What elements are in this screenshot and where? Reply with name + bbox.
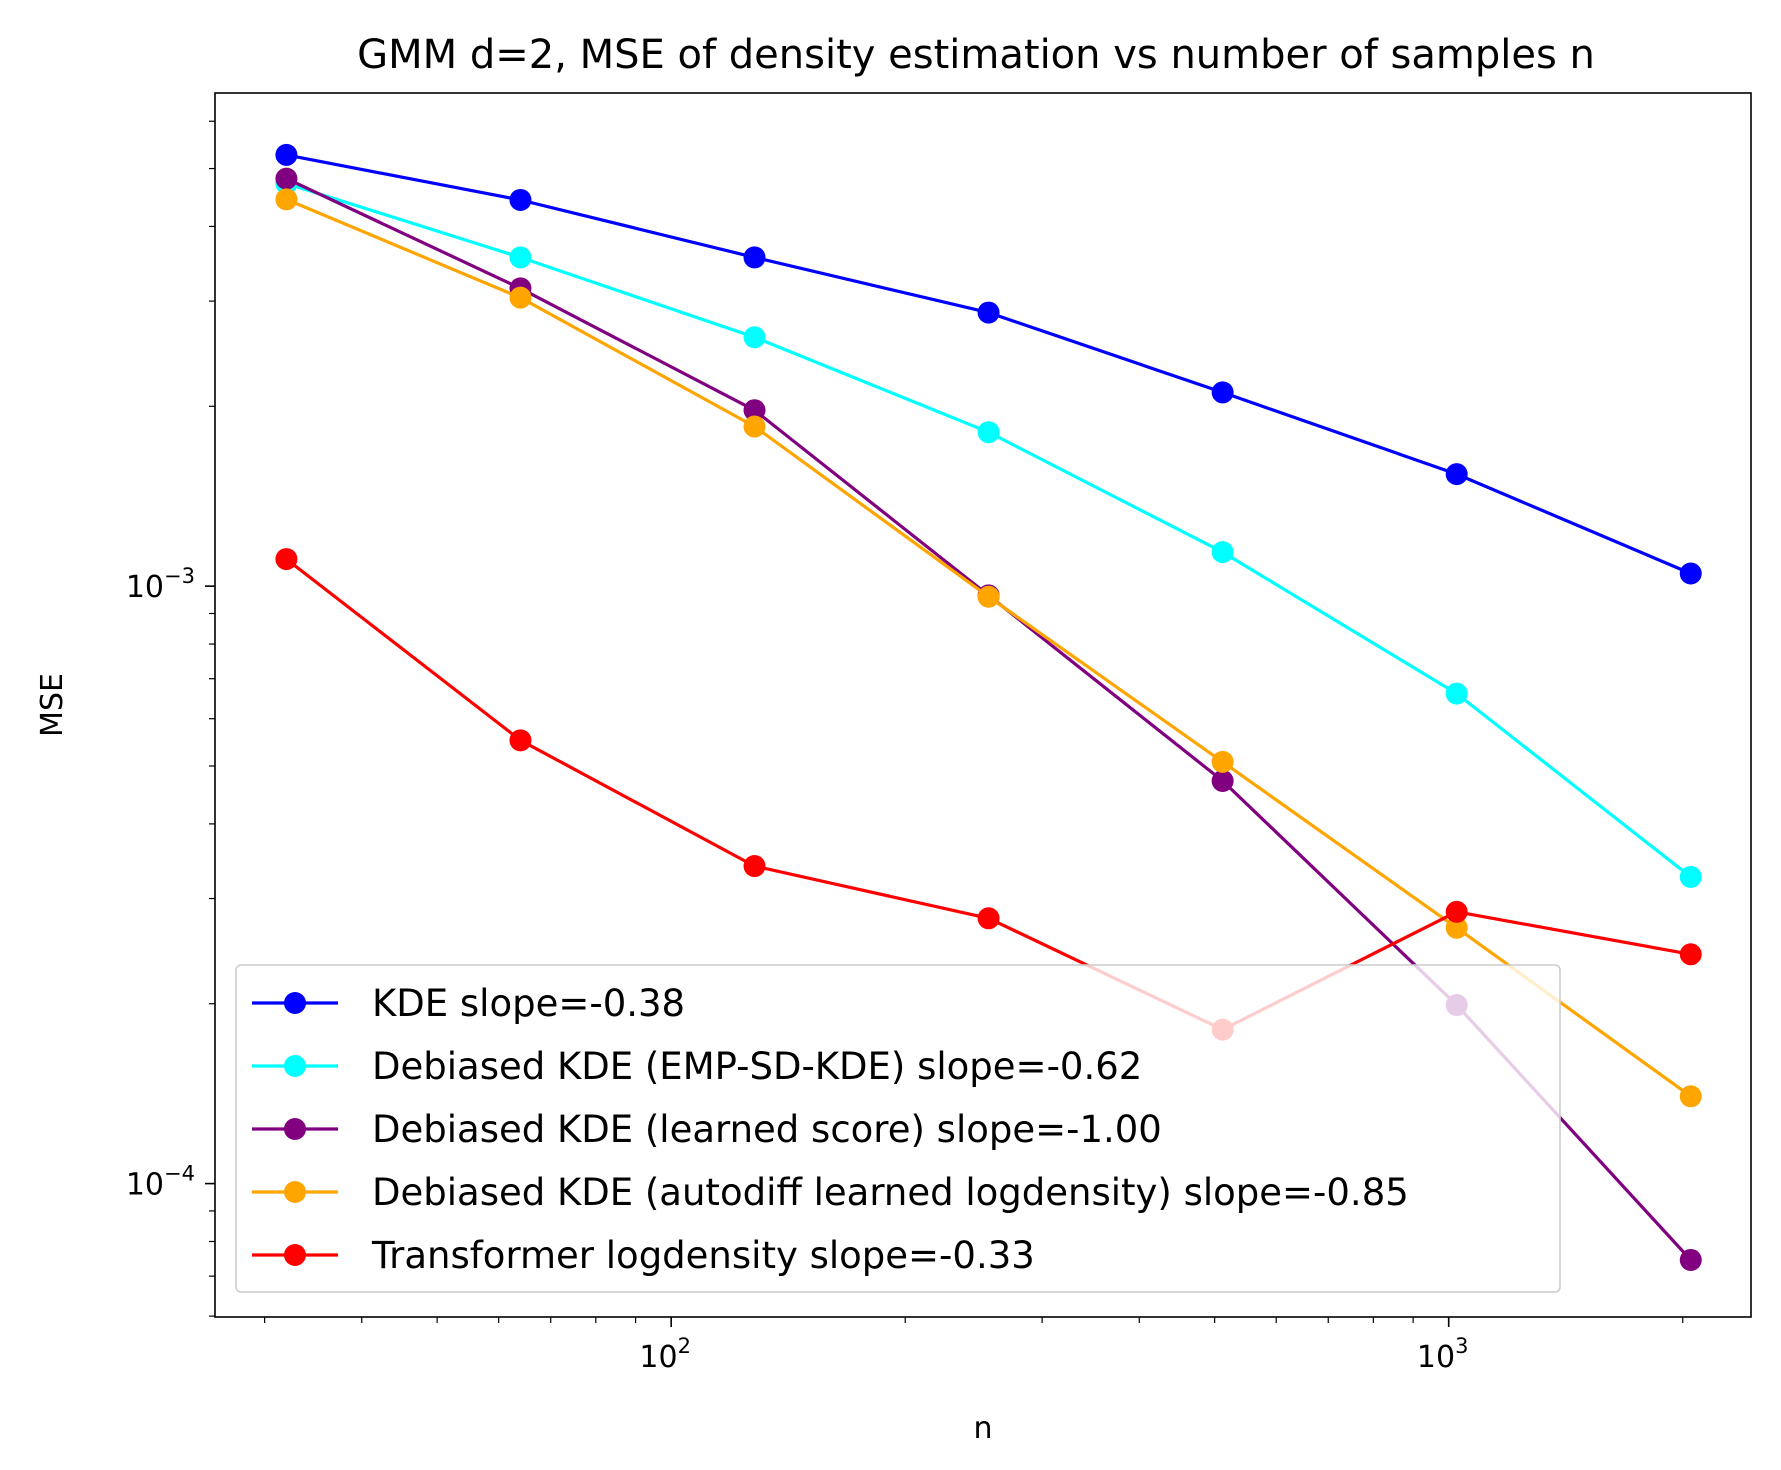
x-tick-label: 103	[1417, 1334, 1469, 1375]
data-point	[509, 188, 532, 211]
data-point	[509, 729, 532, 752]
data-point	[275, 188, 298, 211]
y-tick-label: 10−4	[126, 1162, 195, 1203]
legend-entry: Debiased KDE (learned score) slope=-1.00	[252, 1108, 1162, 1151]
legend-marker	[284, 1181, 306, 1203]
x-axis: 102 103	[264, 1317, 1684, 1375]
chart-title: GMM d=2, MSE of density estimation vs nu…	[357, 32, 1595, 78]
data-point	[1445, 463, 1468, 486]
legend-label: Debiased KDE (learned score) slope=-1.00	[372, 1108, 1162, 1151]
data-point	[1445, 916, 1468, 939]
legend-marker	[284, 1118, 306, 1140]
legend-frame	[235, 964, 1561, 1293]
data-point	[743, 246, 766, 269]
legend-label: Transformer logdensity slope=-0.33	[371, 1234, 1035, 1277]
data-point	[1679, 1248, 1702, 1271]
legend-entry: Debiased KDE (autodiff learned logdensit…	[252, 1171, 1409, 1214]
data-point	[509, 246, 532, 269]
data-point	[977, 907, 1000, 930]
series-4	[275, 188, 1702, 1108]
legend-label: Debiased KDE (autodiff learned logdensit…	[372, 1171, 1409, 1214]
data-point	[1211, 769, 1234, 792]
data-point	[743, 326, 766, 349]
legend-label: KDE slope=-0.38	[372, 982, 685, 1025]
y-axis-label: MSE	[35, 673, 70, 737]
y-axis: 10−4 10−3	[126, 120, 215, 1317]
data-point	[275, 548, 298, 571]
data-point	[1445, 900, 1468, 923]
legend-label: Debiased KDE (EMP-SD-KDE) slope=-0.62	[372, 1045, 1142, 1088]
legend-marker	[284, 1055, 306, 1077]
x-tick-label: 102	[639, 1334, 691, 1375]
legend-entry: Debiased KDE (EMP-SD-KDE) slope=-0.62	[252, 1045, 1142, 1088]
data-point	[1211, 541, 1234, 564]
series-1	[275, 143, 1702, 585]
legend-marker	[284, 1244, 306, 1266]
legend-marker	[284, 992, 306, 1014]
data-point	[275, 167, 298, 190]
data-point	[1679, 1085, 1702, 1108]
data-point	[1211, 381, 1234, 404]
series-2	[275, 172, 1702, 888]
legend-entry: Transformer logdensity slope=-0.33	[252, 1234, 1035, 1277]
data-point	[977, 421, 1000, 444]
legend: KDE slope=-0.38 Debiased KDE (EMP-SD-KDE)…	[235, 964, 1561, 1293]
data-point	[1679, 943, 1702, 966]
data-point	[1679, 562, 1702, 585]
data-point	[1211, 750, 1234, 773]
legend-entry: KDE slope=-0.38	[252, 982, 685, 1025]
data-point	[977, 301, 1000, 324]
data-point	[509, 286, 532, 309]
data-point	[743, 855, 766, 878]
y-tick-label: 10−3	[126, 564, 195, 605]
data-point	[275, 143, 298, 166]
data-point	[743, 399, 766, 422]
data-point	[1445, 682, 1468, 705]
x-axis-label: n	[973, 1411, 992, 1446]
series-layer	[275, 143, 1702, 1271]
data-point	[743, 415, 766, 438]
data-point	[977, 585, 1000, 608]
data-point	[1679, 865, 1702, 888]
